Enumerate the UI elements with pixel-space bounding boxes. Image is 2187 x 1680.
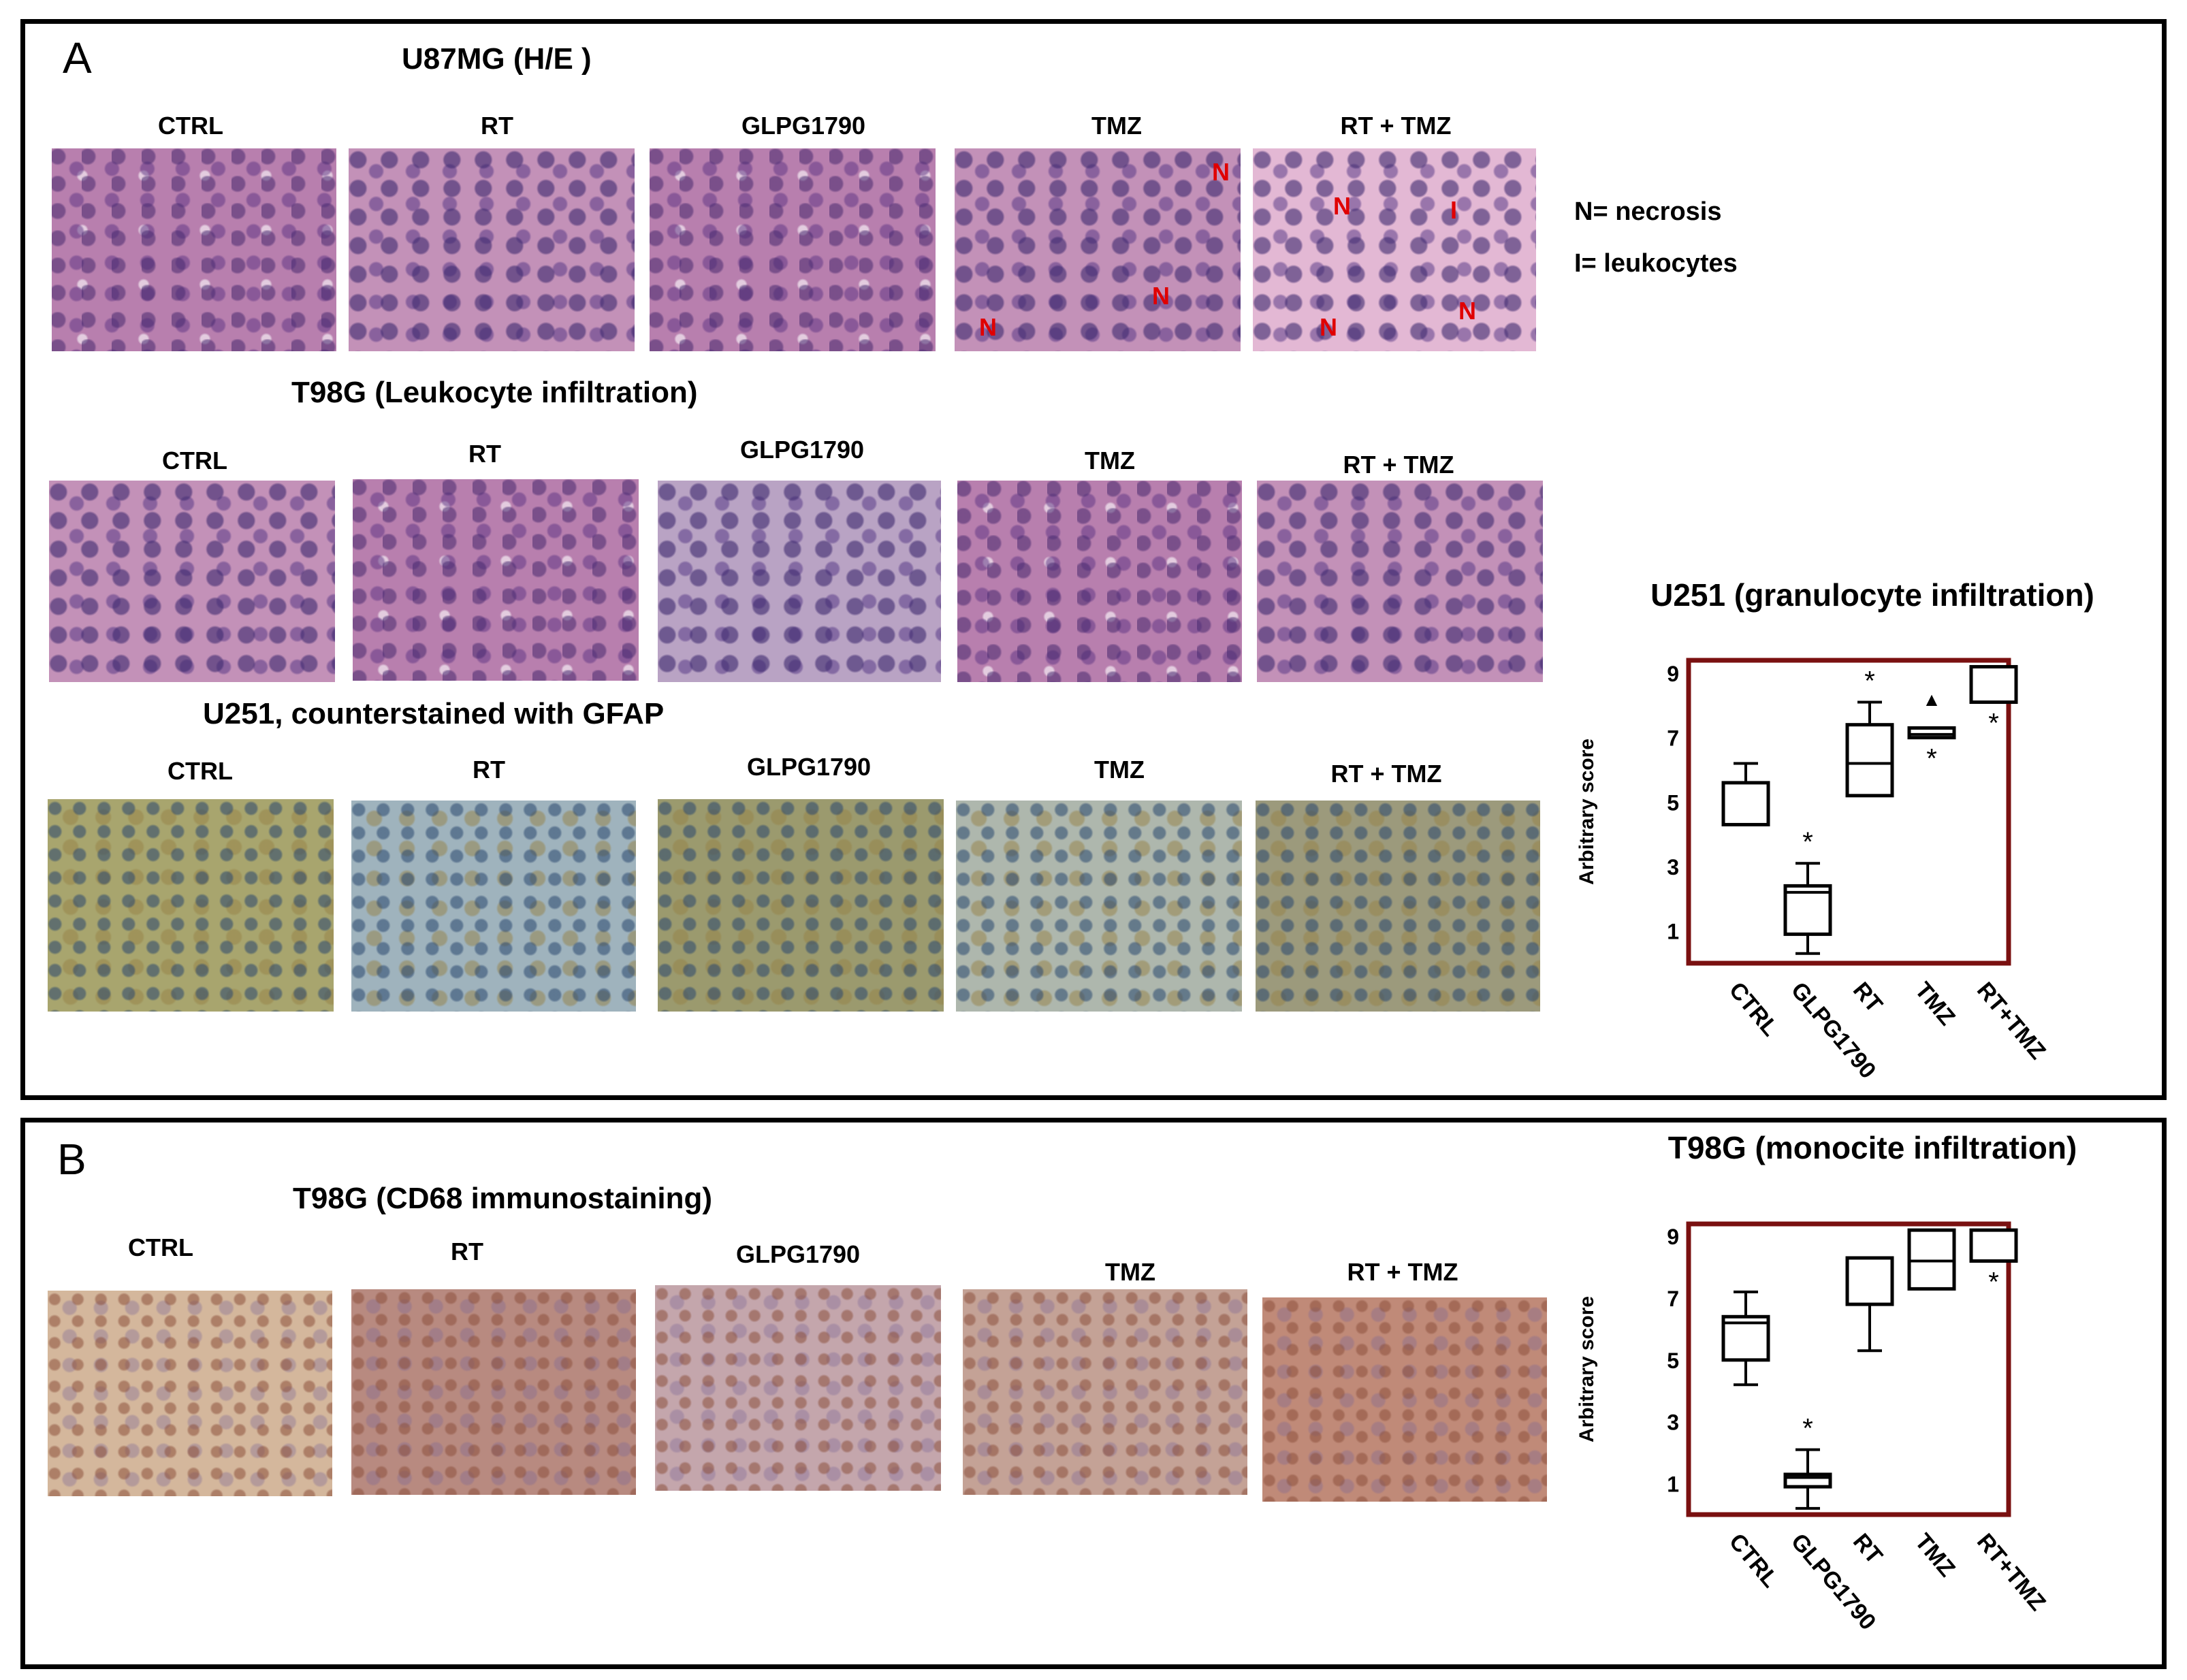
leukocyte-mark: I: [1450, 196, 1458, 224]
legend-necrosis: N= necrosis: [1574, 197, 1722, 226]
micrograph-u87-glpg: [650, 148, 936, 351]
row2-label-rt: RT: [468, 440, 501, 468]
micrograph-cd68-rt: [351, 1289, 636, 1495]
row1-label-glpg: GLPG1790: [741, 112, 866, 140]
box: [1907, 1228, 1956, 1291]
micrograph-cd68-ctrl: [48, 1291, 332, 1496]
chart-title: T98G (monocite infiltration): [1668, 1130, 2077, 1165]
row1-label-tmz: TMZ: [1091, 112, 1142, 140]
panel-b: [20, 1118, 2167, 1669]
row1-label-ctrl: CTRL: [158, 112, 223, 140]
micrograph-t98-rt: [353, 479, 639, 681]
row3-title: U251, counterstained with GFAP: [203, 697, 665, 730]
y-tick-label: 5: [1667, 1348, 1679, 1373]
y-tick-label: 7: [1667, 726, 1679, 751]
chart-u251-granulocyte: U251 (granulocyte infiltration) Arbitrary…: [1576, 577, 2094, 1084]
x-tick-label: RT+TMZ: [1972, 978, 2051, 1065]
significance-star: *: [1988, 1267, 1999, 1297]
micrograph-cd68-rttmz: [1262, 1297, 1547, 1502]
box: [1907, 726, 1956, 740]
micrograph-u87-rttmz: N I N N: [1253, 148, 1536, 351]
micrograph-u251-glpg: [658, 799, 944, 1012]
box: [1845, 1256, 1894, 1306]
x-tick-label: RT+TMZ: [1972, 1529, 2051, 1616]
micrograph-t98-glpg: [658, 481, 941, 682]
y-axis-label: Arbitrary score: [1576, 1296, 1598, 1442]
row3-label-tmz: TMZ: [1094, 756, 1145, 784]
x-tick-label: TMZ: [1910, 1529, 1960, 1582]
row3-label-rttmz: RT + TMZ: [1330, 760, 1442, 788]
y-tick-label: 9: [1667, 662, 1679, 686]
micrograph-u87-ctrl: [52, 148, 336, 351]
panel-a-letter: A: [63, 33, 92, 82]
necrosis-mark: N: [1152, 282, 1170, 310]
y-tick-label: 9: [1667, 1225, 1679, 1249]
row2-label-ctrl: CTRL: [162, 447, 227, 474]
y-tick-label: 1: [1667, 1472, 1679, 1497]
x-tick-label: TMZ: [1910, 978, 1960, 1031]
legend-leukocytes: I= leukocytes: [1574, 249, 1738, 278]
chart-t98g-monocite: T98G (monocite infiltration) Arbitrary sc…: [1576, 1130, 2077, 1635]
box: [1969, 1228, 2018, 1263]
y-tick-label: 3: [1667, 855, 1679, 879]
micrograph-u251-rttmz: [1256, 801, 1540, 1012]
micrograph-u87-rt: [349, 148, 635, 351]
necrosis-mark: N: [979, 313, 997, 341]
necrosis-mark: N: [1320, 313, 1337, 341]
row3-label-ctrl: CTRL: [167, 757, 233, 785]
y-tick-label: 7: [1667, 1287, 1679, 1311]
y-axis-label: Arbitrary score: [1576, 739, 1598, 885]
row3-label-glpg: GLPG1790: [746, 753, 872, 781]
significance-star: *: [1864, 666, 1875, 696]
micrograph-cd68-tmz: [963, 1289, 1247, 1495]
row2-label-rttmz: RT + TMZ: [1343, 451, 1454, 479]
y-tick-label: 3: [1667, 1410, 1679, 1435]
row1-label-rttmz: RT + TMZ: [1340, 112, 1452, 140]
box: [1845, 723, 1894, 798]
micrograph-u251-rt: [351, 801, 636, 1012]
x-tick-label: RT: [1848, 1529, 1887, 1569]
panel-b-letter: B: [57, 1135, 86, 1184]
significance-star: *: [1988, 709, 1999, 739]
micrograph-cd68-glpg: [655, 1285, 941, 1491]
x-tick-label: RT: [1848, 978, 1887, 1018]
row2-label-glpg: GLPG1790: [739, 436, 865, 464]
chart-frame: [1686, 658, 2011, 966]
panel-b-title: T98G (CD68 immunostaining): [293, 1182, 713, 1215]
box: [1783, 884, 1832, 936]
box: [1969, 664, 2018, 705]
necrosis-mark: N: [1333, 192, 1351, 220]
x-tick-label: CTRL: [1724, 1529, 1783, 1593]
row3-label-rt: RT: [473, 756, 505, 784]
y-tick-label: 5: [1667, 790, 1679, 815]
x-tick-label: CTRL: [1724, 978, 1783, 1041]
b-label-ctrl: CTRL: [128, 1233, 193, 1261]
significance-star: *: [1802, 827, 1813, 857]
y-tick-label: 1: [1667, 920, 1679, 944]
necrosis-mark: N: [1458, 297, 1476, 325]
b-label-rt: RT: [451, 1238, 483, 1265]
micrograph-t98-ctrl: [49, 481, 335, 682]
b-label-rttmz: RT + TMZ: [1347, 1258, 1458, 1286]
row2-title: T98G (Leukocyte infiltration): [291, 376, 698, 409]
significance-star: *: [1926, 744, 1937, 774]
micrograph-t98-rttmz: [1257, 481, 1543, 682]
row1-title: U87MG (H/E ): [402, 42, 592, 76]
row2-label-tmz: TMZ: [1085, 447, 1135, 474]
micrograph-u251-tmz: [956, 801, 1242, 1012]
micrograph-u251-ctrl: [48, 799, 334, 1012]
b-label-tmz: TMZ: [1105, 1258, 1155, 1286]
micrograph-t98-tmz: [957, 481, 1242, 682]
micrograph-u87-tmz: N N N: [955, 148, 1241, 351]
panel-a: [20, 19, 2167, 1100]
row1-label-rt: RT: [481, 112, 513, 140]
box: [1721, 781, 1770, 826]
outlier-mark: ▲: [1922, 689, 1941, 710]
chart-frame: [1686, 1221, 2011, 1517]
b-label-glpg: GLPG1790: [735, 1240, 861, 1268]
chart-title: U251 (granulocyte infiltration): [1650, 577, 2094, 613]
significance-star: *: [1802, 1414, 1813, 1444]
necrosis-mark: N: [1212, 158, 1230, 186]
